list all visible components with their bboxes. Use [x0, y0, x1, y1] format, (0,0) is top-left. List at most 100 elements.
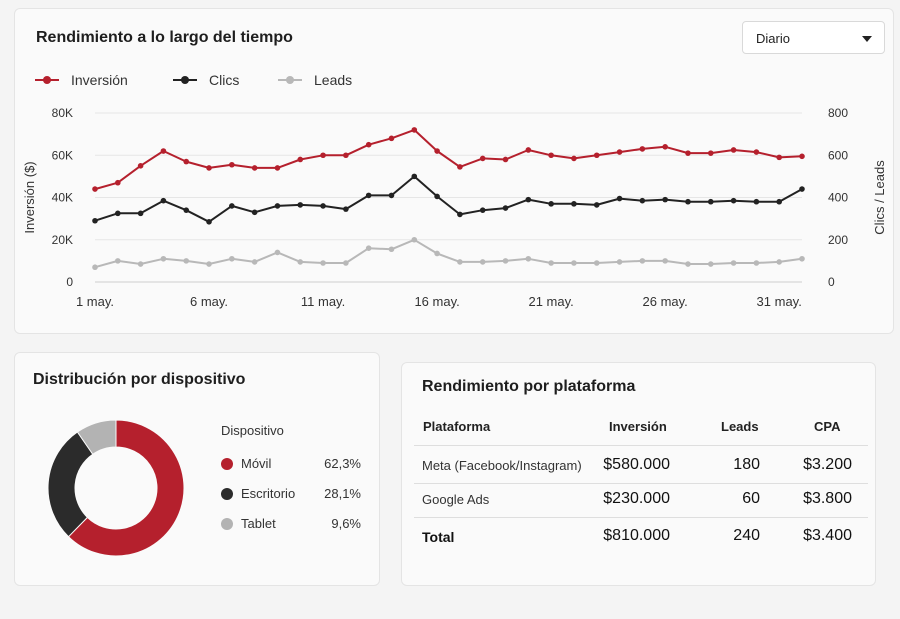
- x-tick-label: 26 may.: [643, 294, 688, 309]
- data-point-inversión: [115, 179, 121, 186]
- data-point-inversión: [206, 165, 212, 171]
- data-point-inversión: [251, 165, 258, 171]
- data-point-clics: [320, 203, 326, 209]
- data-point-clics: [571, 201, 577, 207]
- data-point-leads: [251, 259, 258, 265]
- data-point-clics: [457, 211, 463, 218]
- data-point-inversión: [548, 152, 554, 159]
- leads-cell: 60: [742, 490, 760, 507]
- data-point-inversión: [479, 155, 486, 162]
- y2-tick-label: 0: [828, 275, 835, 289]
- data-point-clics: [92, 217, 98, 224]
- data-point-inversión: [685, 150, 691, 156]
- data-point-inversión: [457, 164, 463, 170]
- data-point-leads: [434, 250, 440, 257]
- device-percent: 9,6%: [331, 516, 361, 531]
- data-point-leads: [571, 260, 577, 266]
- data-point-leads: [457, 259, 463, 265]
- data-point-clics: [251, 209, 258, 216]
- legend-item-clics[interactable]: Clics: [173, 71, 239, 89]
- data-point-clics: [479, 207, 486, 213]
- data-point-leads: [206, 261, 212, 267]
- data-point-clics: [548, 201, 554, 207]
- data-point-clics: [616, 195, 623, 202]
- data-point-inversión: [229, 161, 235, 168]
- data-point-leads: [160, 255, 167, 262]
- period-select-value: Diario: [756, 31, 790, 46]
- data-point-clics: [593, 202, 600, 208]
- data-point-inversión: [137, 163, 144, 169]
- data-point-leads: [753, 260, 760, 266]
- platform-performance-title: Rendimiento por plataforma: [422, 378, 636, 395]
- platform-performance-card: Rendimiento por plataforma Plataforma In…: [401, 362, 876, 586]
- investment-cell: $230.000: [603, 490, 670, 507]
- data-point-inversión: [92, 186, 98, 192]
- y-tick-label: 20K: [52, 233, 73, 247]
- data-point-clics: [662, 196, 668, 203]
- data-point-clics: [799, 186, 805, 192]
- legend-swatch: [173, 74, 197, 86]
- data-point-inversión: [160, 148, 167, 154]
- data-point-leads: [365, 245, 372, 251]
- period-select[interactable]: Diario: [742, 21, 885, 54]
- data-point-leads: [685, 261, 691, 267]
- data-point-clics: [502, 205, 509, 211]
- y2-tick-label: 600: [828, 148, 848, 162]
- legend-dot: [221, 518, 233, 530]
- data-point-leads: [320, 260, 326, 266]
- data-point-inversión: [571, 155, 577, 162]
- total-investment-cell: $810.000: [603, 527, 670, 544]
- column-header-cpa: CPA: [814, 419, 841, 434]
- x-tick-label: 31 may.: [757, 294, 802, 309]
- data-point-inversión: [434, 148, 440, 154]
- data-point-inversión: [525, 147, 532, 153]
- table-divider: [414, 483, 868, 484]
- column-header-investment: Inversión: [609, 419, 667, 434]
- device-donut-chart: [47, 419, 185, 557]
- data-point-leads: [616, 259, 623, 265]
- data-point-leads: [593, 260, 600, 266]
- donut-slice-móvil: [67, 419, 185, 557]
- data-point-clics: [685, 198, 691, 205]
- x-tick-label: 11 may.: [301, 294, 345, 309]
- cpa-cell: $3.800: [803, 490, 852, 507]
- data-point-leads: [799, 255, 805, 262]
- data-point-leads: [343, 260, 349, 266]
- data-point-inversión: [799, 153, 805, 160]
- data-point-clics: [160, 197, 167, 204]
- data-point-inversión: [320, 152, 326, 159]
- table-divider: [414, 517, 868, 518]
- x-tick-label: 1 may.: [76, 294, 114, 309]
- data-point-leads: [776, 259, 782, 265]
- data-point-inversión: [776, 154, 782, 161]
- device-percent: 28,1%: [324, 486, 361, 501]
- data-point-leads: [137, 261, 144, 267]
- data-point-inversión: [502, 156, 509, 163]
- y2-tick-label: 400: [828, 191, 848, 205]
- data-point-inversión: [365, 141, 372, 148]
- data-point-clics: [343, 206, 349, 212]
- data-point-clics: [115, 210, 121, 217]
- legend-item-leads[interactable]: Leads: [278, 71, 352, 89]
- data-point-inversión: [730, 147, 737, 153]
- data-point-leads: [229, 255, 235, 262]
- data-point-clics: [730, 197, 737, 204]
- data-point-leads: [707, 261, 714, 267]
- series-line-leads: [94, 238, 803, 269]
- data-point-clics: [137, 210, 144, 217]
- legend-item-inversion[interactable]: Inversión: [35, 71, 128, 89]
- data-point-inversión: [183, 158, 190, 165]
- device-legend-escritorio: Escritorio 28,1%: [221, 485, 361, 503]
- data-point-inversión: [593, 152, 600, 159]
- x-tick-label: 6 may.: [190, 294, 228, 309]
- column-header-leads: Leads: [721, 419, 759, 434]
- data-point-leads: [525, 255, 532, 262]
- series-line-clics: [94, 175, 803, 223]
- data-point-clics: [707, 198, 714, 205]
- data-point-clics: [525, 196, 532, 203]
- legend-label: Leads: [314, 72, 353, 88]
- platform-name: Google Ads: [422, 492, 490, 507]
- cpa-cell: $3.200: [803, 456, 852, 473]
- data-point-leads: [662, 258, 668, 264]
- data-point-leads: [502, 258, 509, 264]
